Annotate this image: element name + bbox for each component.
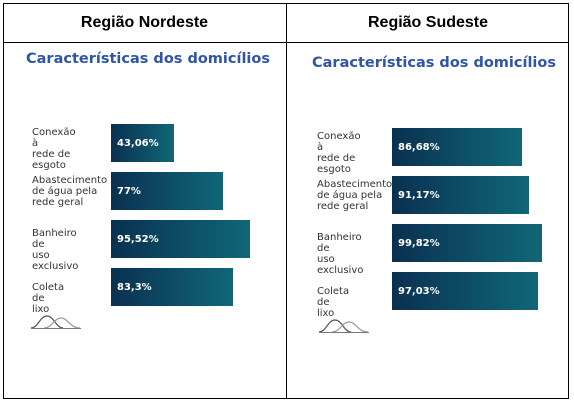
bar xyxy=(111,124,174,162)
category-label: Abastecimento de água pela rede geral xyxy=(317,178,393,212)
category-label: Banheiro de uso exclusivo xyxy=(32,228,79,272)
bar xyxy=(111,268,233,306)
category-label: Banheiro de uso exclusivo xyxy=(317,232,364,276)
bar xyxy=(111,172,224,210)
header-left: Região Nordeste xyxy=(80,13,209,31)
category-label: Coleta de lixo xyxy=(32,281,65,315)
bar xyxy=(392,176,529,214)
category-label: Conexão à rede de esgoto xyxy=(317,130,361,175)
data-label: 99,82% xyxy=(398,238,440,249)
category-label: Abastecimento de água pela rede geral xyxy=(32,174,108,208)
chart-title: Características dos domicílios xyxy=(312,55,556,71)
data-label: 95,52% xyxy=(117,234,159,245)
data-label: 97,03% xyxy=(398,286,440,297)
category-label: Conexão à rede de esgoto xyxy=(32,126,76,171)
bar xyxy=(111,220,251,258)
data-label: 43,06% xyxy=(117,138,159,149)
data-label: 77% xyxy=(117,186,141,197)
distribution-curves-icon xyxy=(318,319,369,333)
data-label: 91,17% xyxy=(398,190,440,201)
data-label: 86,68% xyxy=(398,142,440,153)
column-divider xyxy=(286,3,287,399)
header-right: Região Sudeste xyxy=(367,13,489,31)
bar xyxy=(392,272,538,310)
bar xyxy=(392,224,542,262)
chart-title: Características dos domicílios xyxy=(26,51,270,67)
bar xyxy=(392,128,523,166)
data-label: 83,3% xyxy=(117,282,152,293)
category-label: Coleta de lixo xyxy=(317,285,350,319)
header-divider xyxy=(3,42,569,43)
distribution-curves-icon xyxy=(30,315,81,329)
